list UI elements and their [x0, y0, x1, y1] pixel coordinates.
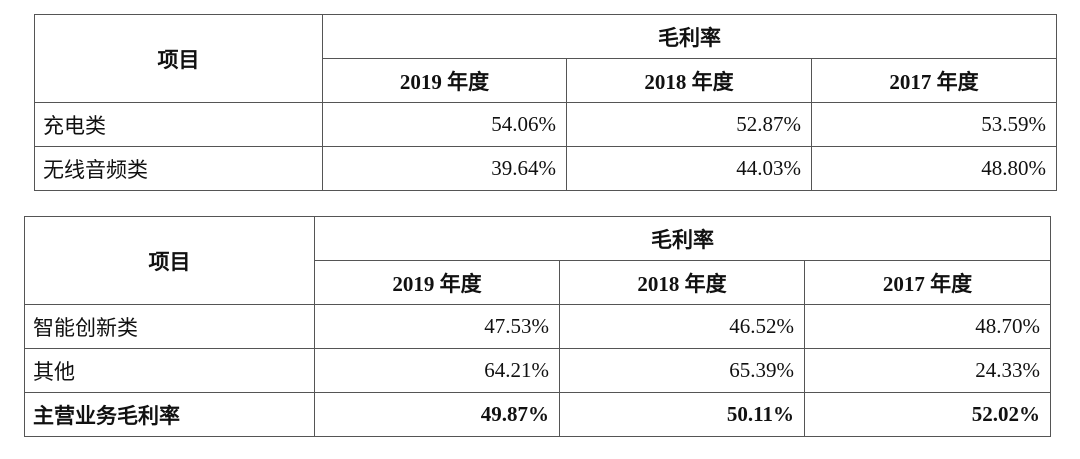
row-label: 充电类 — [34, 102, 323, 147]
value-cell: 65.39% — [559, 348, 805, 393]
value-cell: 50.11% — [559, 392, 805, 437]
gross-margin-header: 毛利率 — [321, 14, 1058, 59]
header-row: 项目 毛利率 — [34, 14, 1058, 103]
value-cell: 44.03% — [566, 146, 812, 191]
table-row: 充电类 54.06% 52.87% 53.59% — [34, 102, 1058, 147]
value-cell: 49.87% — [314, 392, 560, 437]
year-header-2019: 2019 年度 — [322, 58, 567, 103]
gross-margin-table-2: 项目 毛利率 2019 年度 2018 年度 2017 年度 智能创新类 47.… — [24, 216, 1052, 437]
value-cell: 24.33% — [803, 348, 1052, 393]
value-cell: 64.21% — [314, 348, 560, 393]
year-header-2017: 2017 年度 — [810, 58, 1058, 103]
value-cell: 53.59% — [810, 102, 1058, 147]
item-header: 项目 — [34, 14, 323, 103]
value-cell: 39.64% — [322, 146, 567, 191]
year-header-2019: 2019 年度 — [314, 260, 560, 305]
header-row: 项目 毛利率 — [24, 216, 1052, 305]
year-header-row: 2019 年度 2018 年度 2017 年度 — [35, 58, 1058, 103]
table-row: 智能创新类 47.53% 46.52% 48.70% — [24, 304, 1052, 349]
gross-margin-header: 毛利率 — [313, 216, 1052, 261]
row-label: 主营业务毛利率 — [24, 392, 315, 437]
item-header: 项目 — [24, 216, 315, 305]
value-cell: 48.70% — [803, 304, 1052, 349]
row-label: 无线音频类 — [34, 146, 323, 191]
gross-margin-table-1: 项目 毛利率 2019 年度 2018 年度 2017 年度 充电类 54.06… — [34, 14, 1058, 191]
table-row: 无线音频类 39.64% 44.03% 48.80% — [34, 146, 1058, 191]
value-cell: 52.87% — [566, 102, 812, 147]
value-cell: 47.53% — [314, 304, 560, 349]
row-label: 其他 — [24, 348, 315, 393]
value-cell: 54.06% — [322, 102, 567, 147]
table-row: 其他 64.21% 65.39% 24.33% — [24, 348, 1052, 393]
row-label: 智能创新类 — [24, 304, 315, 349]
value-cell: 46.52% — [559, 304, 805, 349]
total-row: 主营业务毛利率 49.87% 50.11% 52.02% — [24, 392, 1052, 437]
value-cell: 52.02% — [803, 392, 1052, 437]
year-header-2018: 2018 年度 — [559, 260, 805, 305]
value-cell: 48.80% — [810, 146, 1058, 191]
year-header-2018: 2018 年度 — [566, 58, 812, 103]
year-header-2017: 2017 年度 — [803, 260, 1052, 305]
